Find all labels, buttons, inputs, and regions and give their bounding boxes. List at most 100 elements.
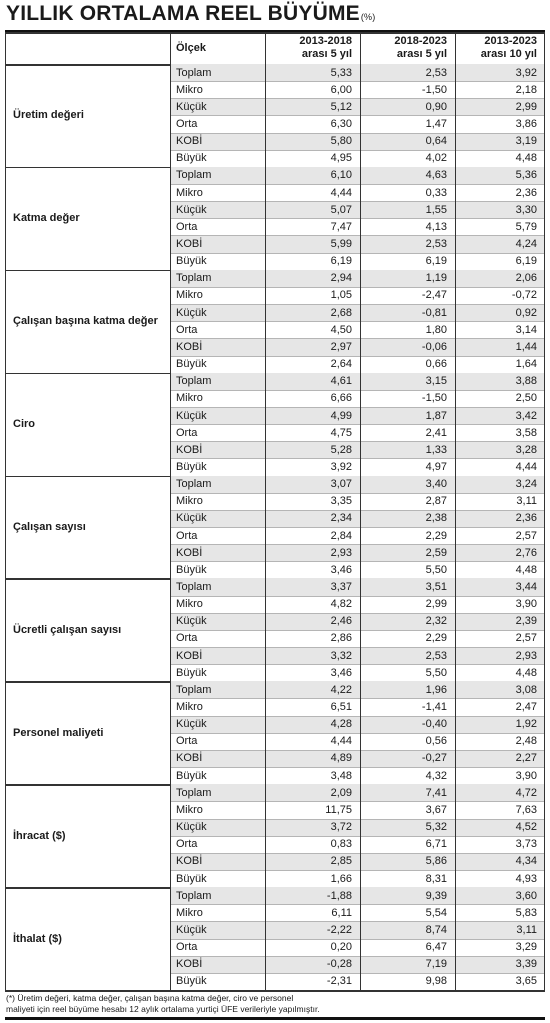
value-cell: 2,36	[515, 512, 537, 525]
row-rule	[170, 801, 545, 803]
row-shade	[170, 441, 545, 459]
value-cell: 2,48	[515, 735, 537, 748]
bottom-bar	[5, 1017, 545, 1020]
row-rule	[170, 818, 545, 820]
scale-label: KOBİ	[176, 958, 203, 971]
value-cell: 3,14	[515, 323, 537, 336]
scale-label: Küçük	[176, 821, 207, 834]
row-rule	[170, 664, 545, 666]
value-cell: 3,11	[516, 495, 537, 508]
scale-label: Orta	[176, 941, 198, 954]
row-rule	[170, 938, 545, 940]
scale-label: Toplam	[176, 581, 212, 593]
row-rule	[170, 132, 545, 134]
row-shade	[170, 578, 545, 596]
row-shade	[170, 715, 545, 733]
row-rule	[170, 647, 545, 649]
header-line: arası 5 yıl	[396, 48, 447, 60]
row-rule	[170, 441, 545, 443]
value-cell: -0,28	[326, 958, 352, 971]
row-rule	[170, 629, 545, 631]
value-cell: 4,28	[330, 718, 352, 731]
value-cell: 4,44	[330, 186, 352, 199]
value-cell: 4,48	[515, 563, 537, 576]
scale-label: Toplam	[176, 272, 212, 285]
value-cell: 7,19	[425, 958, 447, 971]
value-cell: 4,22	[330, 683, 352, 696]
scale-label: Toplam	[176, 169, 212, 182]
value-cell: 3,88	[515, 375, 537, 388]
value-cell: 2,41	[425, 426, 447, 439]
row-shade	[170, 887, 545, 905]
scale-label: Orta	[176, 118, 198, 130]
column-rule	[5, 32, 6, 990]
title: YILLIK ORTALAMA REEL BÜYÜME	[6, 2, 360, 25]
scale-label: Orta	[176, 220, 198, 233]
scale-label: Orta	[176, 529, 198, 542]
row-rule	[170, 544, 545, 546]
value-cell: 4,72	[515, 786, 537, 799]
scale-label: Mikro	[176, 392, 203, 405]
value-cell: 3,28	[515, 443, 537, 456]
value-cell: -2,22	[326, 923, 352, 936]
value-cell: 0,92	[515, 306, 537, 319]
value-cell: 2,93	[515, 649, 537, 662]
row-shade	[170, 166, 545, 185]
value-cell: 2,36	[515, 186, 537, 199]
scale-label: Mikro	[176, 289, 203, 302]
row-rule	[170, 338, 545, 340]
header-line: arası 10 yıl	[480, 48, 537, 60]
value-cell: 2,32	[425, 615, 447, 628]
value-cell: 6,10	[330, 169, 352, 182]
header-line: 2013-2023	[484, 35, 537, 47]
scale-label: Toplam	[176, 478, 212, 491]
row-rule	[170, 424, 545, 426]
value-cell: 4,97	[425, 460, 447, 473]
value-cell: 5,83	[515, 906, 537, 919]
value-cell: 3,92	[330, 460, 352, 473]
scale-label: KOBİ	[176, 443, 203, 456]
value-cell: 8,74	[425, 923, 447, 936]
scale-label: Büyük	[176, 563, 207, 576]
value-cell: 5,54	[425, 906, 447, 919]
row-rule	[170, 115, 545, 117]
value-cell: 2,50	[515, 392, 537, 405]
value-cell: 0,64	[425, 135, 447, 148]
column-rule	[455, 32, 456, 990]
scale-label: Toplam	[176, 683, 212, 696]
value-cell: 4,02	[425, 152, 447, 165]
row-rule	[170, 732, 545, 734]
group-label: Personel maliyeti	[13, 726, 104, 739]
row-rule	[170, 355, 545, 357]
value-cell: 3,46	[330, 563, 352, 576]
title-block: YILLIK ORTALAMA REEL BÜYÜME(%)	[6, 2, 375, 26]
value-cell: 3,35	[330, 495, 352, 508]
value-cell: 7,41	[425, 786, 447, 799]
header-line: arası 5 yıl	[301, 48, 352, 60]
value-cell: 6,51	[330, 701, 352, 714]
scale-label: Büyük	[176, 666, 207, 679]
header-cell: 2013-2018 arası 5 yıl	[265, 32, 360, 64]
value-cell: 0,90	[425, 100, 447, 113]
title-rule	[5, 30, 545, 32]
value-cell: 4,24	[515, 238, 537, 251]
value-cell: 1,05	[330, 289, 352, 302]
scale-label: Küçük	[176, 718, 207, 731]
value-cell: 3,15	[425, 375, 447, 388]
value-cell: 3,51	[425, 581, 447, 593]
value-cell: 5,28	[330, 443, 352, 456]
row-rule	[170, 98, 545, 100]
group-label: İthalat ($)	[13, 932, 62, 945]
scale-label: KOBİ	[176, 238, 203, 251]
value-cell: 3,37	[330, 581, 352, 593]
value-cell: 2,94	[330, 272, 352, 285]
value-cell: 1,47	[425, 118, 447, 130]
value-cell: 9,39	[425, 889, 447, 902]
scale-label: Küçük	[176, 923, 207, 936]
value-cell: 2,06	[515, 272, 537, 285]
scale-label: Mikro	[176, 598, 203, 611]
value-cell: 4,48	[515, 152, 537, 165]
scale-label: Toplam	[176, 889, 212, 902]
value-cell: 5,50	[425, 563, 447, 576]
